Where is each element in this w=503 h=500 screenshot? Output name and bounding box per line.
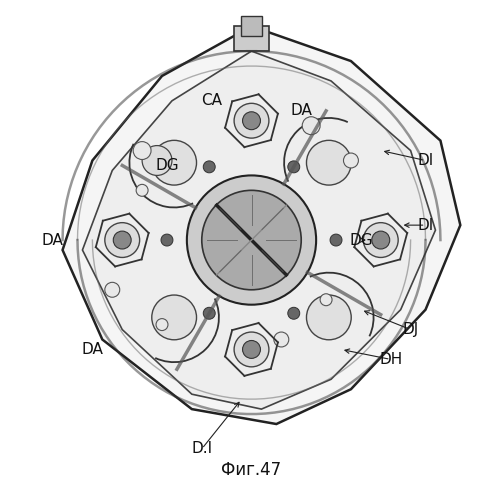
Text: DJ: DJ (402, 322, 418, 337)
Circle shape (234, 104, 269, 138)
Circle shape (288, 161, 300, 173)
Circle shape (242, 112, 261, 130)
Circle shape (152, 140, 197, 185)
Circle shape (105, 282, 120, 297)
Text: DA: DA (290, 104, 312, 118)
Circle shape (242, 340, 261, 358)
Circle shape (372, 231, 390, 249)
Circle shape (133, 142, 151, 160)
Circle shape (161, 234, 173, 246)
Text: CA: CA (201, 94, 222, 108)
Circle shape (306, 295, 351, 340)
Text: DH: DH (379, 352, 402, 367)
Circle shape (142, 146, 172, 176)
Circle shape (302, 116, 320, 134)
Text: D.I: D.I (191, 442, 212, 456)
Circle shape (203, 308, 215, 319)
Circle shape (187, 176, 316, 304)
Polygon shape (62, 26, 460, 424)
Circle shape (136, 184, 148, 196)
FancyBboxPatch shape (234, 26, 269, 51)
Text: DG: DG (349, 232, 373, 248)
Circle shape (202, 190, 301, 290)
Circle shape (105, 222, 140, 258)
Circle shape (234, 332, 269, 367)
Circle shape (152, 295, 197, 340)
Circle shape (306, 140, 351, 185)
Circle shape (274, 332, 289, 347)
Circle shape (320, 294, 332, 306)
Circle shape (156, 318, 168, 330)
Circle shape (288, 308, 300, 319)
Text: DA: DA (81, 342, 103, 357)
FancyBboxPatch shape (240, 16, 263, 36)
Text: DG: DG (155, 158, 179, 173)
Circle shape (344, 153, 359, 168)
Polygon shape (82, 51, 436, 409)
Text: Фиг.47: Фиг.47 (221, 460, 282, 478)
Text: DI: DI (417, 153, 434, 168)
Text: DI: DI (417, 218, 434, 232)
Text: DA: DA (42, 232, 63, 248)
Circle shape (113, 231, 131, 249)
Circle shape (203, 161, 215, 173)
Circle shape (330, 234, 342, 246)
Circle shape (363, 222, 398, 258)
